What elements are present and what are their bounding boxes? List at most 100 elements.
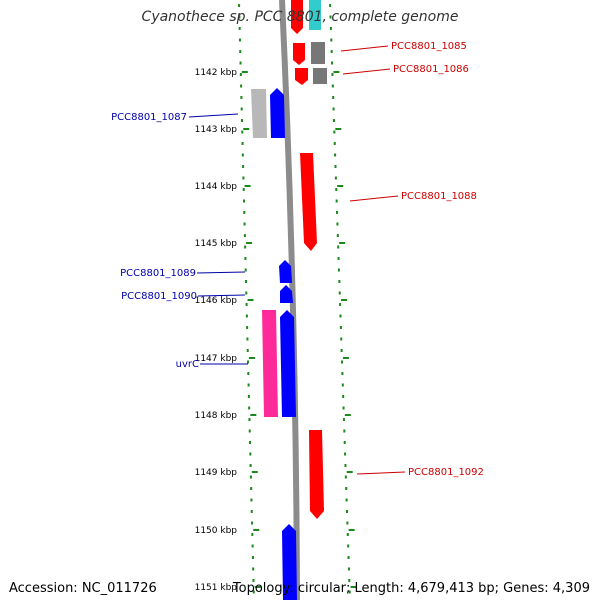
gene-label[interactable]: PCC8801_1092	[408, 467, 484, 478]
ruler-tick	[250, 498, 253, 502]
ruler-tick	[239, 61, 242, 65]
ruler-tick	[247, 395, 250, 398]
ruler-tick	[345, 487, 348, 490]
gene-pcc8801-1087[interactable]	[270, 88, 285, 138]
gene-label[interactable]: PCC8801_1089	[120, 268, 196, 279]
ruler-major-tick	[344, 414, 351, 416]
ruler-tick	[250, 510, 253, 513]
ruler-tick	[332, 107, 335, 111]
ruler-tick	[243, 234, 246, 237]
ruler-major-tick	[346, 471, 353, 473]
gene-uvrc-neighbor[interactable]	[280, 310, 296, 417]
ruler-tick	[249, 464, 252, 467]
ruler-tick	[329, 27, 332, 30]
ruler-tick	[348, 579, 351, 582]
ruler-tick	[247, 360, 250, 364]
ruler-tick	[240, 96, 243, 99]
gene-label[interactable]: PCC8801_1087	[111, 112, 187, 123]
gene-pcc8801-1086-segment[interactable]	[313, 68, 327, 84]
ruler-tick	[241, 130, 244, 134]
ruler-major-tick	[244, 185, 251, 187]
ruler-tick	[245, 303, 248, 306]
ruler-tick	[336, 234, 339, 237]
ruler-tick	[344, 475, 347, 479]
gene-pcc8801-1092[interactable]	[309, 430, 324, 519]
ruler-tick	[331, 84, 334, 88]
ruler-tick	[334, 176, 337, 180]
ruler-tick	[241, 142, 244, 145]
ruler-tick	[249, 441, 252, 444]
gene-pcc8801-1085-segment[interactable]	[311, 42, 325, 64]
ruler-tick	[247, 383, 250, 387]
ruler-major-tick	[341, 299, 347, 301]
gene-pcc8801-1085[interactable]	[293, 43, 305, 65]
gene-uvrc[interactable]	[262, 310, 278, 417]
ruler-tick	[252, 579, 255, 582]
gene-label[interactable]: uvrC	[176, 359, 199, 370]
gene-feature[interactable]	[282, 524, 297, 600]
gene-label[interactable]: PCC8801_1086	[393, 64, 469, 75]
gene-pcc8801-1086[interactable]	[295, 68, 308, 85]
ruler-tick	[331, 73, 334, 76]
gene-label[interactable]: PCC8801_1085	[391, 41, 467, 52]
ruler-tick	[344, 452, 347, 456]
ruler-label: 1149 kbp	[195, 468, 238, 478]
ruler-tick	[245, 280, 247, 283]
ruler-label: 1143 kbp	[195, 125, 238, 135]
ruler-tick	[329, 4, 332, 7]
ruler-tick	[341, 360, 344, 364]
ruler-tick	[248, 429, 251, 433]
gene-label-leader	[342, 68, 391, 75]
ruler-tick	[330, 50, 333, 53]
ruler-tick	[336, 211, 339, 214]
ruler-tick	[335, 199, 338, 203]
ruler-tick	[343, 429, 346, 433]
gene-pcc8801-1089[interactable]	[279, 260, 292, 283]
ruler-major-tick	[348, 529, 355, 531]
ruler-major-tick	[337, 185, 344, 187]
ruler-tick	[251, 556, 254, 559]
ruler-major-tick	[342, 357, 349, 359]
ruler-label: 1147 kbp	[195, 354, 238, 364]
gene-feature[interactable]	[291, 0, 303, 34]
gene-label[interactable]: PCC8801_1088	[401, 191, 477, 202]
ruler-label: 1146 kbp	[195, 296, 238, 306]
ruler-tick	[251, 533, 254, 536]
gene-pcc8801-1088[interactable]	[300, 153, 317, 251]
gene-label-leader	[356, 471, 406, 475]
ruler-major-tick	[243, 128, 250, 130]
gene-label-leader	[188, 113, 239, 118]
ruler-tick	[251, 521, 254, 525]
ruler-tick	[239, 50, 242, 53]
ruler-tick	[336, 222, 339, 226]
ruler-major-tick	[253, 529, 260, 531]
ruler-tick	[338, 280, 341, 283]
ruler-tick	[240, 119, 243, 122]
ruler-major-tick	[247, 299, 254, 301]
ruler-tick	[241, 153, 244, 157]
gene-label-leader	[197, 294, 246, 297]
gene-feature[interactable]	[309, 0, 321, 30]
genome-title: Cyanothece sp. PCC 8801, complete genome	[141, 9, 459, 25]
ruler-tick	[251, 544, 254, 548]
ruler-tick	[243, 211, 246, 214]
ruler-major-tick	[254, 586, 261, 588]
ruler-tick	[346, 510, 348, 513]
ruler-tick	[341, 383, 344, 387]
ruler-major-tick	[335, 128, 342, 130]
gene-label[interactable]: PCC8801_1090	[121, 291, 197, 302]
ruler-tick	[246, 337, 249, 341]
ruler-tick	[347, 556, 350, 559]
ruler-tick	[239, 73, 242, 76]
ruler-tick	[337, 268, 340, 272]
ruler-tick	[244, 245, 247, 249]
ruler-tick	[345, 498, 348, 502]
ruler-tick	[346, 533, 349, 536]
gene-pcc8801-1090[interactable]	[280, 285, 293, 303]
ruler-tick	[249, 452, 252, 456]
ruler-tick	[240, 107, 243, 111]
gene-pcc8801-1087-neighbor[interactable]	[251, 89, 267, 138]
ruler-tick	[340, 337, 343, 341]
